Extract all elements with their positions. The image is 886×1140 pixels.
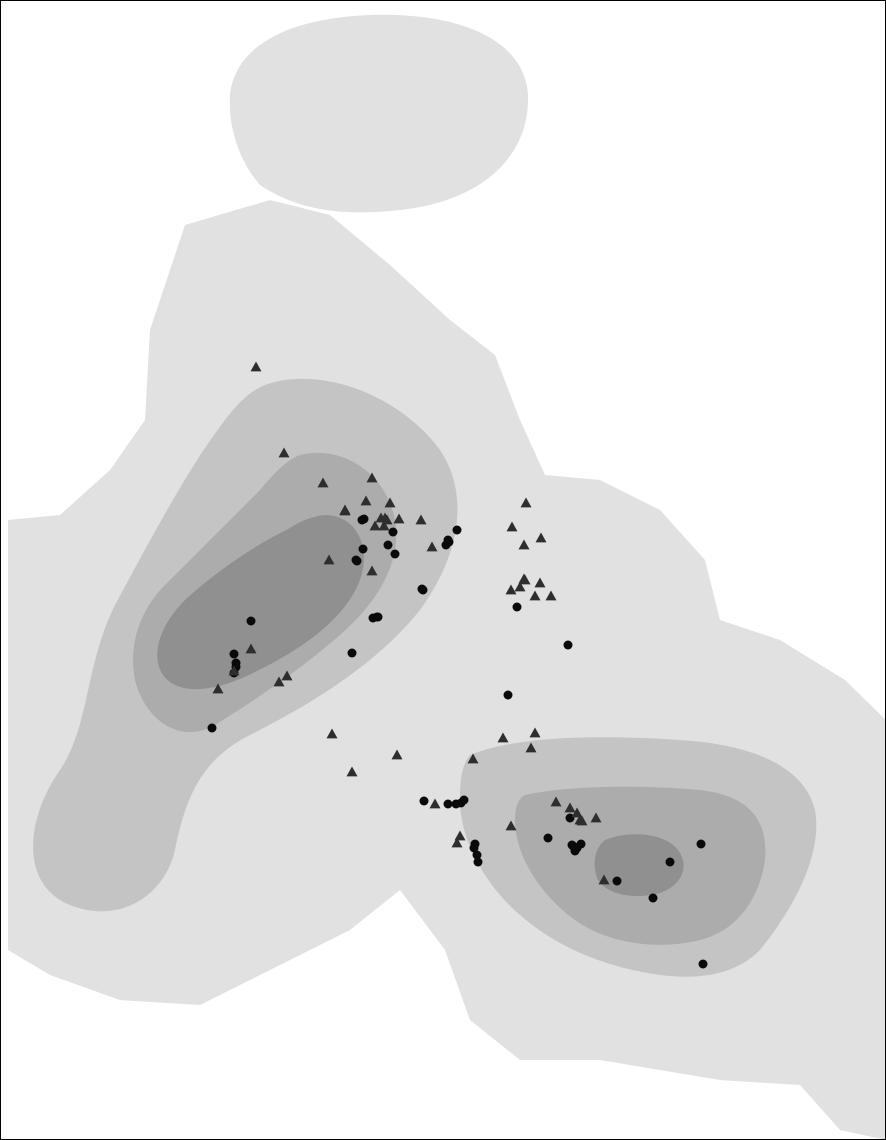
filled-triangle-icon [228, 665, 240, 676]
filled-circle-icon [417, 584, 427, 594]
filled-triangle-icon [250, 361, 262, 372]
filled-circle-icon [419, 796, 429, 806]
filled-triangle-icon [378, 520, 390, 531]
filled-circle-icon [357, 515, 367, 525]
filled-circle-icon [472, 850, 482, 860]
filled-triangle-icon [381, 514, 393, 525]
filled-circle-icon [565, 813, 575, 823]
filled-triangle-icon [212, 683, 224, 694]
filled-circle-icon [246, 616, 256, 626]
filled-triangle-icon [529, 727, 541, 738]
filled-circle-icon [473, 857, 483, 867]
filled-circle-icon [388, 527, 398, 537]
filled-triangle-icon [505, 584, 517, 595]
filled-triangle-icon [467, 753, 479, 764]
filled-circle-icon [665, 857, 675, 867]
filled-triangle-icon [360, 495, 372, 506]
filled-triangle-icon [366, 565, 378, 576]
filled-triangle-icon [571, 807, 583, 818]
filled-circle-icon [383, 540, 393, 550]
filled-triangle-icon [384, 497, 396, 508]
filled-triangle-icon [391, 749, 403, 760]
filled-circle-icon [512, 602, 522, 612]
filled-triangle-icon [519, 574, 531, 585]
filled-triangle-icon [525, 742, 537, 753]
filled-triangle-icon [564, 802, 576, 813]
filled-circle-icon [648, 893, 658, 903]
filled-triangle-icon [505, 820, 517, 831]
filled-triangle-icon [529, 590, 541, 601]
filled-triangle-icon [339, 504, 351, 515]
filled-circle-icon [207, 723, 217, 733]
filled-triangle-icon [317, 477, 329, 488]
filled-circle-icon [612, 876, 622, 886]
filled-triangle-icon [598, 874, 610, 885]
filled-circle-icon [459, 795, 469, 805]
filled-triangle-icon [545, 590, 557, 601]
filled-triangle-icon [323, 554, 335, 565]
filled-circle-icon [358, 544, 368, 554]
filled-circle-icon [347, 648, 357, 658]
filled-circle-icon [352, 556, 362, 566]
filled-circle-icon [698, 959, 708, 969]
filled-triangle-icon [574, 814, 586, 825]
filled-triangle-icon [590, 812, 602, 823]
density-core-west [157, 515, 364, 690]
density-region-right-edge [850, 930, 886, 1040]
filled-circle-icon [568, 841, 578, 851]
filled-triangle-icon [415, 514, 427, 525]
filled-circle-icon [390, 549, 400, 559]
filled-triangle-icon [245, 643, 257, 654]
filled-triangle-icon [273, 676, 285, 687]
filled-triangle-icon [497, 732, 509, 743]
filled-circle-icon [443, 799, 453, 809]
filled-circle-icon [696, 839, 706, 849]
filled-triangle-icon [534, 577, 546, 588]
filled-circle-icon [543, 833, 553, 843]
filled-triangle-icon [346, 766, 358, 777]
filled-triangle-icon [520, 497, 532, 508]
filled-circle-icon [229, 649, 239, 659]
filled-triangle-icon [393, 513, 405, 524]
filled-triangle-icon [369, 520, 381, 531]
filled-triangle-icon [426, 541, 438, 552]
filled-triangle-icon [281, 670, 293, 681]
filled-circle-icon [452, 525, 462, 535]
filled-triangle-icon [550, 796, 562, 807]
filled-triangle-icon [429, 798, 441, 809]
filled-circle-icon [444, 537, 454, 547]
filled-circle-icon [503, 690, 513, 700]
filled-triangle-icon [278, 447, 290, 458]
density-region-top [229, 14, 529, 213]
filled-triangle-icon [451, 837, 463, 848]
filled-circle-icon [373, 612, 383, 622]
filled-triangle-icon [326, 728, 338, 739]
filled-triangle-icon [506, 521, 518, 532]
filled-circle-icon [469, 843, 479, 853]
filled-triangle-icon [514, 581, 526, 592]
filled-circle-icon [231, 658, 241, 668]
sample-markers [207, 361, 708, 969]
filled-triangle-icon [366, 472, 378, 483]
filled-triangle-icon [518, 539, 530, 550]
filled-triangle-icon [535, 532, 547, 543]
filled-circle-icon [563, 640, 573, 650]
filled-triangle-icon [454, 830, 466, 841]
filled-circle-icon [576, 839, 586, 849]
